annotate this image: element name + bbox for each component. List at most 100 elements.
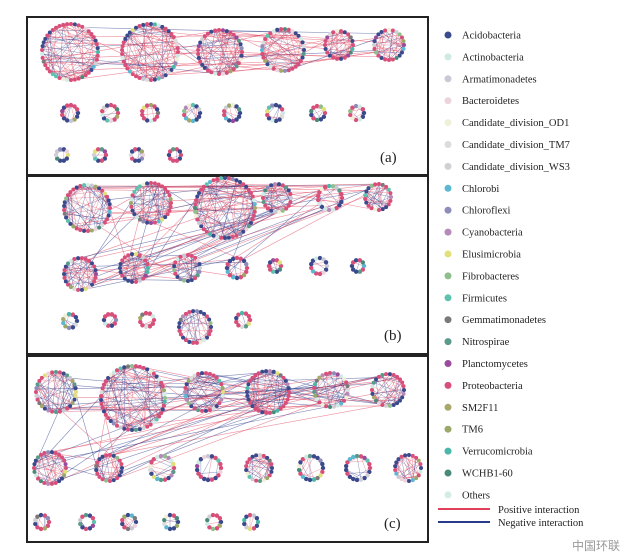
legend-label: Acidobacteria [462,31,521,42]
positive-interaction-edge [258,373,287,404]
positive-interaction-edge [99,226,183,281]
legend-swatch [444,31,452,39]
negative-interaction-edge [191,373,211,407]
negative-interaction-edge [263,45,304,58]
taxon-node [94,272,98,276]
taxon-node [296,463,302,469]
taxon-node [243,324,249,329]
positive-interaction-edge [347,34,352,53]
taxon-node [160,75,165,80]
taxon-node [130,208,135,213]
negative-interaction-edge [214,30,231,72]
negative-interaction-edge [327,32,345,38]
module-cluster [260,27,306,73]
positive-interaction-edge [150,469,169,479]
taxon-node [269,103,275,108]
taxon-node [78,227,83,232]
taxon-node [169,201,173,205]
negative-interaction-edge [373,382,404,395]
taxon-node [94,464,99,469]
positive-interaction-edge [74,24,98,45]
taxon-node [234,117,239,122]
positive-interaction-edge [98,391,315,460]
taxon-node [32,469,37,474]
positive-interaction-edge [102,407,163,410]
negative-interaction-edge [59,24,64,78]
taxon-node [147,324,153,329]
taxon-node [250,477,255,482]
positive-interaction-edge [129,24,156,72]
negative-interaction-edge [271,106,280,121]
taxon-node [171,64,176,69]
module-cluster [244,453,274,483]
taxon-node [47,30,52,35]
taxon-node [118,425,123,430]
taxon-node [265,476,270,481]
taxon-node [342,55,347,60]
taxon-node [245,460,250,465]
taxon-node [54,74,59,79]
positive-interaction-edge [97,473,120,476]
taxon-node [93,268,98,273]
negative-interaction-edge [139,186,172,204]
taxon-node [137,364,142,369]
taxon-node [343,463,349,469]
taxon-node [134,74,139,79]
legend-swatch [444,425,452,433]
taxon-node [155,110,161,116]
taxon-node [230,256,236,261]
taxon-node [166,455,171,461]
taxon-node [104,453,109,458]
positive-interaction-edge [135,55,178,77]
negative-interaction-edge [255,391,290,409]
taxon-node [261,453,266,458]
taxon-node [141,276,146,281]
taxon-node [234,319,239,325]
taxon-node [87,513,93,518]
negative-interaction-edge [42,53,216,74]
taxon-node [350,39,355,44]
taxon-node [68,22,73,27]
negative-interaction-edge [382,374,391,406]
taxon-node [396,474,401,479]
negative-interaction-edge [364,194,383,210]
negative-interaction-edge [37,384,61,412]
taxon-node [269,469,274,474]
taxon-node [250,404,255,409]
legend-swatch [444,75,452,83]
taxon-node [296,62,301,67]
taxon-node [168,204,173,209]
taxon-node [300,55,305,60]
taxon-node [321,114,327,119]
taxon-node [334,185,339,191]
taxon-node [307,453,313,459]
taxon-node [83,26,88,31]
taxon-node [370,388,374,393]
positive-interaction-edge [262,53,299,65]
taxon-node [128,152,134,158]
positive-interaction-edge [336,190,340,209]
taxon-node [246,224,251,229]
taxon-node [158,453,164,459]
taxon-node [224,265,230,271]
negative-interaction-edge [67,195,74,227]
taxon-node [335,372,340,377]
positive-interaction-edge [150,465,174,473]
module-cluster [94,453,124,483]
taxon-node [178,152,184,158]
taxon-node [43,36,48,41]
positive-interaction-edge [329,34,351,38]
positive-interaction-edge [203,186,255,201]
taxon-node [76,287,81,292]
positive-interaction-edge [248,399,271,414]
network-panel-c [26,355,429,543]
positive-interaction-edge [300,455,311,474]
taxon-node [342,30,347,35]
taxon-node [45,523,51,528]
taxon-node [239,310,245,316]
taxon-node [345,460,350,465]
positive-interaction-edge [247,462,272,465]
taxon-node [134,215,139,220]
taxon-node [264,369,269,374]
negative-interaction-edge [94,261,246,267]
